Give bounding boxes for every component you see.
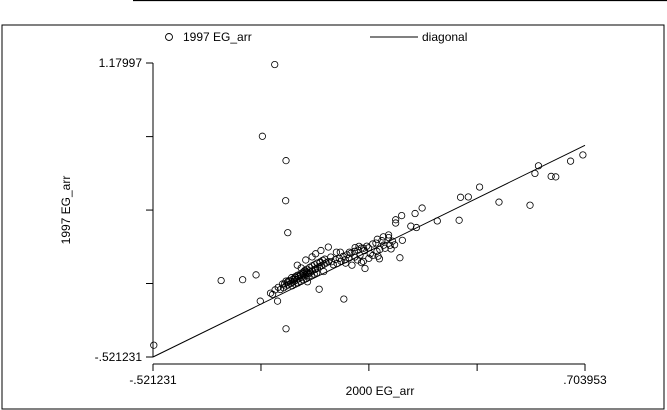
legend-circle-marker [165,33,173,41]
data-point [273,297,282,305]
data-point [282,197,290,205]
data-point [317,246,325,255]
data-point [464,193,472,201]
plot-area [150,60,587,358]
data-point [531,169,539,178]
data-point [282,325,290,333]
data-point [333,259,341,268]
data-point [380,241,388,249]
legend-label-scatter: 1997 EG_arr [183,30,252,44]
data-point [366,250,374,258]
data-point [376,245,384,254]
data-point [252,271,260,279]
data-point [324,243,332,251]
data-point [313,269,321,277]
data-point [378,237,386,245]
data-point [373,235,381,243]
data-point [284,229,292,237]
data-point [347,249,355,257]
data-point [411,209,419,218]
legend-label-diagonal: diagonal [422,30,467,44]
data-point [407,222,415,230]
data-point [305,267,313,275]
data-point [369,251,377,260]
data-point [357,259,366,267]
chart-frame [1,24,665,410]
data-point [552,173,560,181]
data-point [340,295,348,303]
data-point [313,259,321,267]
data-point [534,162,543,170]
data-point [256,297,264,305]
data-point [387,245,395,253]
data-point [329,261,337,269]
data-point [412,223,421,232]
data-point [579,151,587,159]
data-point [319,256,327,264]
data-point [345,248,354,256]
data-point [385,231,393,239]
data-point [293,261,301,269]
data-point [356,251,364,259]
data-point [374,252,382,260]
data-point [372,239,380,247]
data-point [345,254,353,262]
x-tick-label: -.521231 [129,373,177,387]
data-point [360,247,368,255]
y-tick-label: 1.17997 [99,56,143,70]
axes: -.521231 1.17997 -.521231 .703953 2000 EG_… [59,56,607,398]
data-point [355,242,363,250]
data-point [271,60,279,69]
data-point [385,233,393,242]
data-point [392,219,400,227]
data-point [350,247,359,255]
data-point [341,256,349,264]
data-point [217,276,225,285]
data-point [312,250,320,258]
data-point [351,243,359,252]
y-tick-label: -.521231 [95,350,143,364]
x-axis-title: 2000 EG_arr [346,384,415,398]
data-point [396,254,404,262]
data-point [239,276,247,284]
data-point [361,264,369,273]
x-ticks: -.521231 .703953 [129,364,607,387]
y-ticks: -.521231 1.17997 [95,56,153,364]
data-point [547,172,555,180]
data-point [398,236,406,244]
data-point [315,285,323,293]
data-point [388,237,397,245]
x-tick-label: .703953 [563,373,607,387]
data-point [369,240,377,248]
data-point [418,204,426,212]
data-point [455,216,463,224]
data-point [348,261,356,269]
data-point [150,341,158,349]
data-point [332,248,341,256]
data-point [475,183,484,191]
data-point [433,217,441,225]
data-point [495,198,503,206]
legend: 1997 EG_arr diagonal [165,30,467,44]
data-point [302,256,310,264]
data-point [398,211,406,220]
data-point [391,241,399,249]
data-point [456,193,465,201]
data-point [282,157,290,165]
data-point [359,257,367,265]
data-point [337,257,345,265]
y-axis-title: 1997 EG_arr [59,176,73,245]
data-point [526,201,534,209]
data-point [269,290,277,298]
data-point [566,157,575,165]
data-point [392,216,400,224]
data-point [258,132,266,140]
data-point [379,233,387,241]
data-point [321,255,329,263]
data-point [342,259,350,267]
